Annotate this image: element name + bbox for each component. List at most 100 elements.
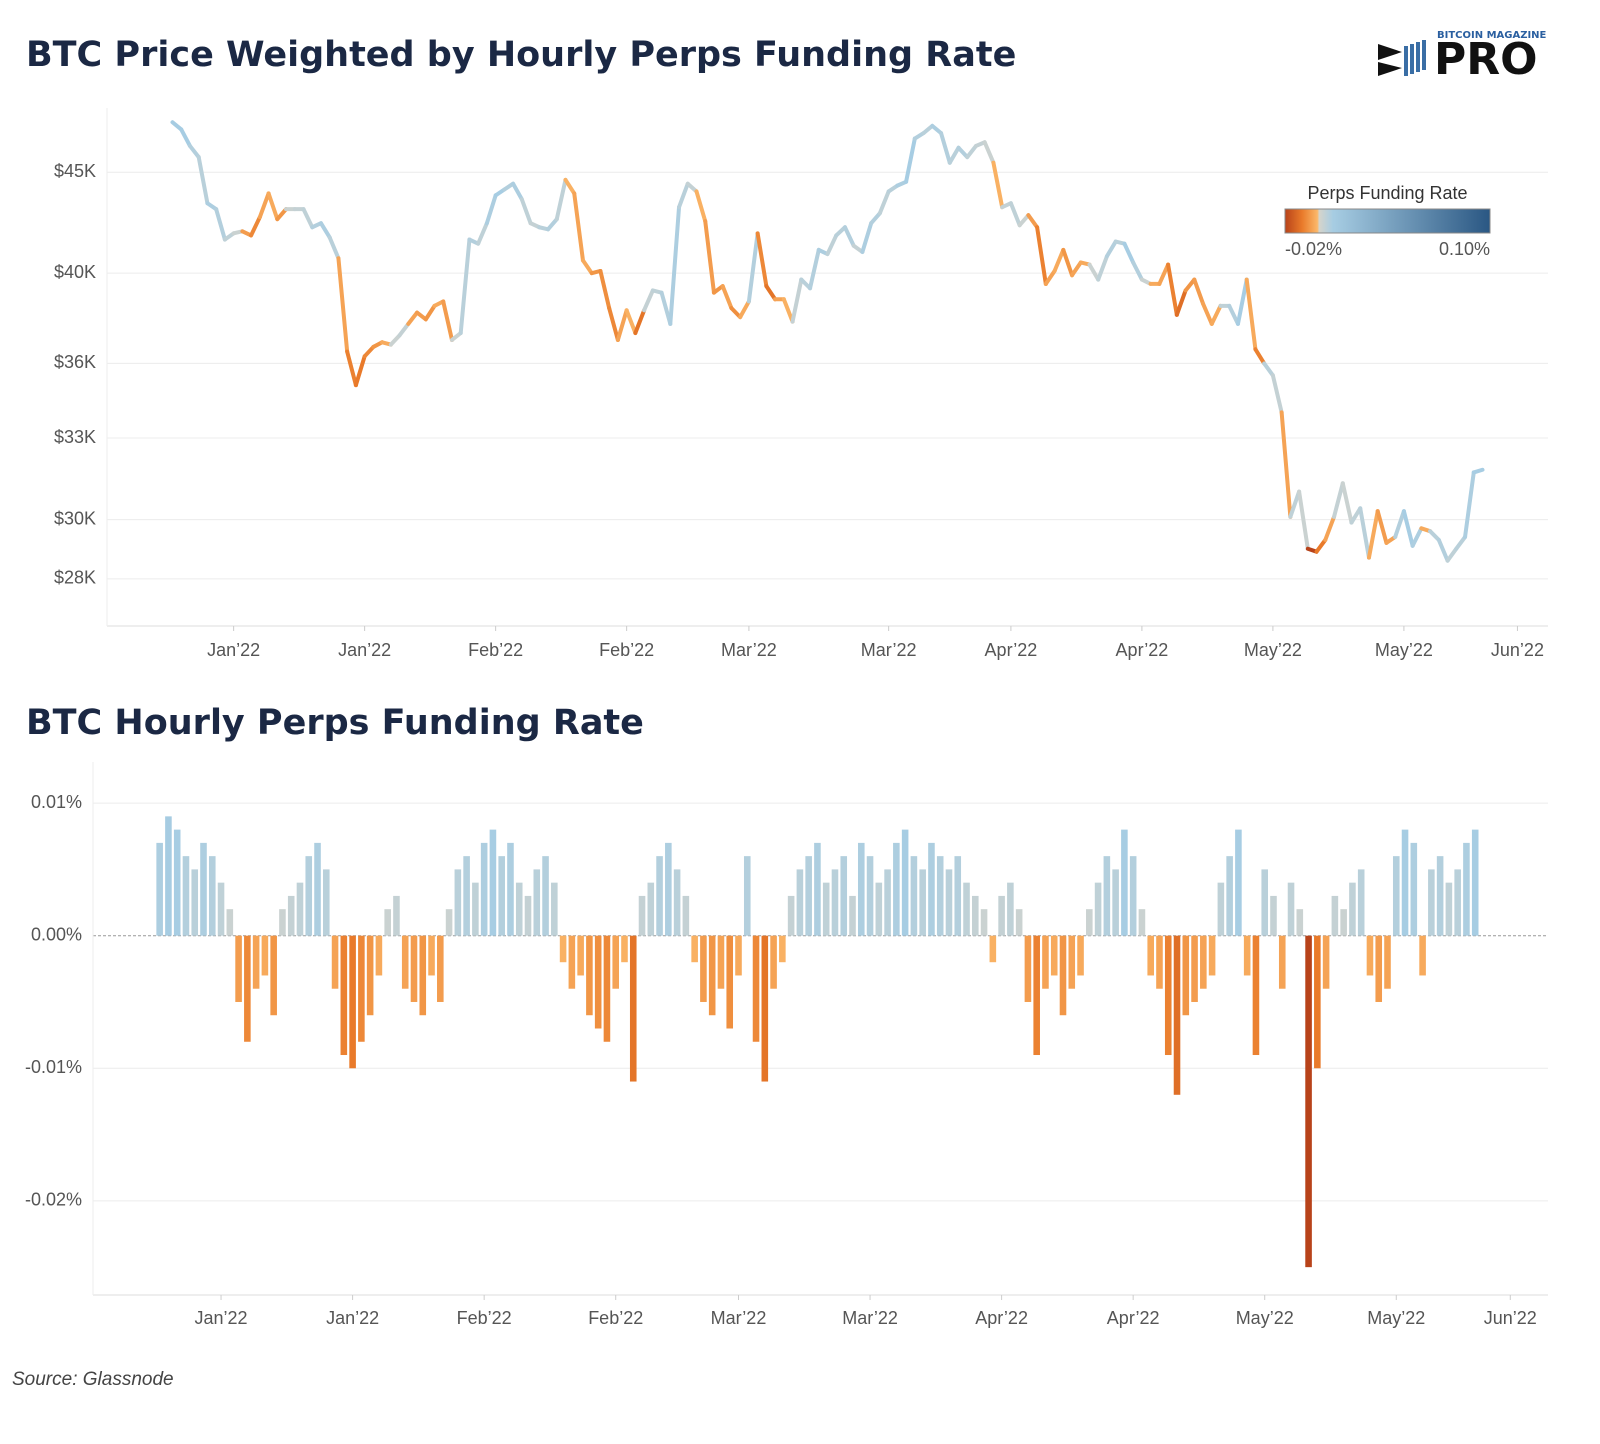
- bar: [191, 869, 199, 936]
- price-segment: [1131, 260, 1144, 282]
- price-segment: [738, 299, 751, 320]
- bar: [831, 869, 839, 936]
- price-segment: [519, 197, 533, 226]
- bar: [945, 869, 953, 936]
- price-segment: [580, 258, 594, 276]
- price-segment: [476, 221, 489, 246]
- price-segment: [1375, 509, 1389, 545]
- bar: [840, 856, 848, 936]
- price-segment: [362, 344, 376, 359]
- bar: [384, 909, 391, 936]
- bar: [208, 856, 216, 936]
- bar: [472, 882, 479, 936]
- bar: [875, 882, 883, 936]
- y-tick-label: $45K: [54, 161, 96, 181]
- bar: [901, 829, 909, 936]
- bar: [1138, 909, 1146, 936]
- bar: [866, 856, 874, 936]
- price-segment: [458, 237, 472, 336]
- bar: [1410, 842, 1418, 936]
- price-segment: [345, 349, 358, 388]
- bar: [1059, 935, 1067, 1016]
- bar: [629, 935, 637, 1082]
- bar: [182, 856, 190, 936]
- bar: [972, 895, 979, 936]
- bar: [489, 829, 497, 936]
- bar: [708, 935, 716, 1016]
- bar: [1436, 856, 1444, 936]
- y-tick-label: $40K: [54, 262, 96, 282]
- price-segment: [694, 189, 708, 224]
- price-segment: [869, 211, 882, 226]
- y-tick-label: -0.02%: [25, 1190, 82, 1210]
- bar: [156, 842, 163, 936]
- bar: [717, 935, 725, 989]
- logo-icon: [1404, 46, 1408, 76]
- logo: BITCOIN MAGAZINE PRO: [1378, 30, 1547, 85]
- y-tick-label: $28K: [54, 568, 96, 588]
- bar: [638, 895, 646, 936]
- bar: [893, 842, 900, 936]
- bar: [410, 935, 418, 1002]
- price-segment: [860, 221, 874, 254]
- bar: [1322, 935, 1330, 989]
- price-segment: [1445, 546, 1459, 563]
- price-segment: [1471, 467, 1485, 475]
- price-segment: [668, 205, 682, 326]
- logo-icon: [1422, 40, 1426, 70]
- price-segment: [546, 217, 559, 232]
- bar: [735, 935, 742, 976]
- bar: [1357, 869, 1365, 936]
- x-tick-label: May’22: [1236, 1308, 1294, 1328]
- bar: [252, 935, 260, 989]
- price-segment: [214, 207, 227, 242]
- price-segment: [187, 143, 201, 160]
- bar: [805, 856, 812, 936]
- chart-title: BTC Hourly Perps Funding Rate: [26, 703, 644, 743]
- price-segment: [1227, 303, 1240, 326]
- bar: [1454, 869, 1461, 936]
- bar: [235, 935, 242, 1002]
- price-segment: [1008, 201, 1022, 228]
- bar: [682, 895, 690, 936]
- bar: [428, 935, 435, 976]
- bar: [1278, 935, 1286, 989]
- logo-text: PRO: [1434, 34, 1538, 85]
- price-segment: [1340, 481, 1354, 525]
- price-segment: [441, 299, 454, 342]
- price-segment: [249, 215, 262, 238]
- y-tick-label: 0.00%: [31, 924, 82, 944]
- price-segment: [1410, 526, 1424, 548]
- x-tick-label: Jun’22: [1484, 1308, 1537, 1328]
- bar: [1296, 909, 1304, 936]
- bar: [594, 935, 602, 1029]
- price-segment: [991, 160, 1005, 210]
- x-tick-label: Feb’22: [468, 640, 523, 660]
- bar: [1094, 882, 1102, 936]
- price-segment: [1332, 481, 1345, 519]
- price-segment: [904, 136, 917, 184]
- y-tick-label: 0.01%: [31, 792, 82, 812]
- price-segment: [275, 207, 289, 222]
- price-segment: [764, 284, 778, 302]
- price-segment: [947, 145, 961, 165]
- price-segment: [484, 193, 498, 226]
- price-segment: [1052, 247, 1066, 273]
- bar: [989, 935, 997, 963]
- x-tick-label: May’22: [1375, 640, 1433, 660]
- bar: [1173, 935, 1181, 1095]
- bar: [1121, 829, 1128, 936]
- bar: [533, 869, 541, 936]
- bar: [445, 909, 453, 936]
- bar: [700, 935, 707, 1002]
- bar: [1463, 842, 1470, 936]
- price-segment: [982, 140, 996, 165]
- price-segment: [1393, 509, 1406, 539]
- price-segment: [1166, 262, 1179, 317]
- bar: [857, 842, 865, 936]
- bar: [358, 935, 365, 1042]
- x-tick-label: Jan’22: [195, 1308, 248, 1328]
- bar: [1305, 935, 1312, 1268]
- price-segment: [1087, 262, 1101, 282]
